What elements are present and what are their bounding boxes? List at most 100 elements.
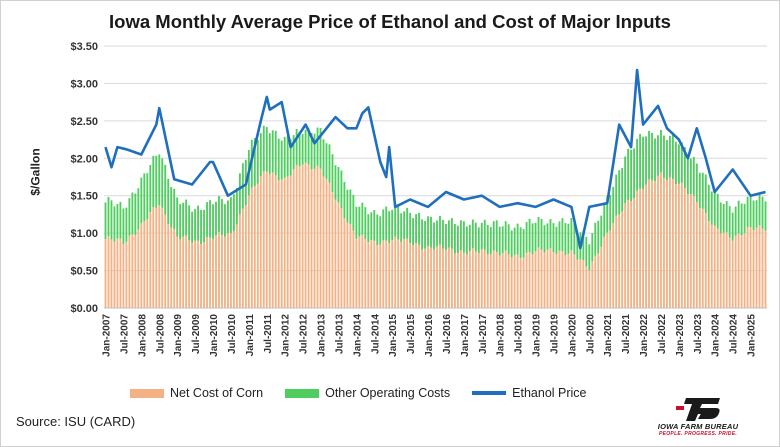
bar-other-operating-costs [125, 207, 128, 242]
chart-legend: Net Cost of Corn Other Operating Costs E… [130, 383, 609, 403]
bar-other-operating-costs [573, 221, 576, 255]
bar-net-cost-of-corn [663, 178, 665, 308]
bar-other-operating-costs [549, 219, 552, 249]
bar-other-operating-costs [576, 230, 579, 260]
bar-net-cost-of-corn [728, 237, 731, 308]
bar-other-operating-costs [701, 172, 704, 209]
bar-net-cost-of-corn [289, 175, 292, 308]
bar-net-cost-of-corn [268, 174, 271, 308]
x-tick-label: Jan-2017 [460, 314, 471, 357]
bar-net-cost-of-corn [331, 192, 334, 308]
bar-net-cost-of-corn [146, 219, 149, 308]
legend-item-other: Other Operating Costs [285, 386, 450, 400]
bar-net-cost-of-corn [110, 239, 113, 308]
bar-net-cost-of-corn [513, 254, 516, 308]
bar-other-operating-costs [379, 216, 382, 245]
bar-net-cost-of-corn [352, 230, 355, 308]
bar-other-operating-costs [555, 226, 558, 254]
bar-net-cost-of-corn [215, 235, 217, 308]
bar-other-operating-costs [206, 202, 208, 238]
bar-net-cost-of-corn [385, 240, 388, 308]
bar-other-operating-costs [663, 135, 665, 179]
bar-other-operating-costs [131, 192, 134, 235]
bar-other-operating-costs [752, 200, 755, 231]
bar-net-cost-of-corn [304, 162, 307, 308]
bar-net-cost-of-corn [686, 194, 689, 308]
bar-other-operating-costs [391, 209, 394, 241]
bar-other-operating-costs [191, 211, 194, 243]
bar-other-operating-costs [188, 205, 191, 241]
bar-net-cost-of-corn [731, 240, 734, 308]
x-tick-label: Jan-2008 [137, 314, 148, 357]
bar-net-cost-of-corn [537, 247, 540, 308]
y-tick-label: $3.50 [70, 41, 98, 53]
bar-other-operating-costs [137, 188, 140, 230]
bar-net-cost-of-corn [427, 246, 429, 308]
y-tick-label: $3.00 [70, 78, 98, 90]
legend-item-corn: Net Cost of Corn [130, 386, 263, 400]
bar-other-operating-costs [397, 206, 400, 240]
bar-net-cost-of-corn [247, 195, 250, 308]
bar-other-operating-costs [427, 216, 429, 247]
farm-bureau-logo: IOWA FARM BUREAU PEOPLE. PROGRESS. PRIDE… [642, 396, 754, 438]
bar-net-cost-of-corn [334, 199, 337, 308]
bar-other-operating-costs [328, 144, 331, 183]
bar-net-cost-of-corn [755, 227, 758, 308]
bar-other-operating-costs [358, 206, 361, 237]
bar-other-operating-costs [176, 197, 179, 237]
bar-other-operating-costs [689, 158, 692, 195]
bar-net-cost-of-corn [227, 233, 229, 308]
bar-net-cost-of-corn [164, 214, 167, 308]
bar-other-operating-costs [221, 199, 223, 236]
bar-other-operating-costs [716, 193, 719, 229]
bar-other-operating-costs [343, 181, 346, 218]
bar-net-cost-of-corn [692, 195, 695, 308]
x-tick-label: Jan-2010 [209, 314, 220, 357]
bar-other-operating-costs [546, 223, 549, 250]
bar-net-cost-of-corn [477, 253, 480, 308]
bar-net-cost-of-corn [158, 205, 161, 308]
x-tick-label: Jul-2008 [155, 314, 166, 354]
x-tick-label: Jan-2023 [675, 314, 686, 357]
bar-net-cost-of-corn [645, 184, 647, 308]
bar-net-cost-of-corn [636, 190, 639, 308]
x-tick-label: Jan-2014 [352, 314, 363, 357]
bar-net-cost-of-corn [480, 249, 483, 308]
bar-other-operating-costs [671, 134, 674, 180]
legend-item-ethanol: Ethanol Price [472, 386, 587, 400]
bar-other-operating-costs [215, 201, 217, 236]
bar-other-operating-costs [669, 135, 671, 178]
bar-net-cost-of-corn [238, 214, 241, 308]
bar-net-cost-of-corn [495, 251, 498, 308]
bar-net-cost-of-corn [256, 183, 259, 308]
x-tick-label: Jan-2016 [424, 314, 435, 357]
bar-net-cost-of-corn [361, 234, 364, 308]
bar-other-operating-costs [209, 200, 211, 238]
bar-other-operating-costs [465, 226, 468, 255]
bar-net-cost-of-corn [319, 168, 322, 308]
bar-other-operating-costs [516, 223, 519, 255]
bar-net-cost-of-corn [209, 237, 211, 308]
bar-other-operating-costs [510, 230, 513, 258]
bar-net-cost-of-corn [188, 240, 191, 308]
bar-other-operating-costs [310, 133, 313, 170]
bar-other-operating-costs [313, 133, 316, 169]
legend-swatch-corn [130, 388, 164, 398]
bar-net-cost-of-corn [200, 243, 202, 308]
bar-net-cost-of-corn [322, 176, 325, 308]
bar-net-cost-of-corn [642, 189, 644, 308]
bar-net-cost-of-corn [161, 207, 164, 308]
bar-other-operating-costs [713, 191, 716, 226]
bar-net-cost-of-corn [232, 231, 235, 308]
bar-other-operating-costs [660, 129, 662, 173]
bar-net-cost-of-corn [140, 222, 143, 308]
bar-other-operating-costs [442, 219, 444, 249]
bar-net-cost-of-corn [244, 205, 247, 308]
bar-net-cost-of-corn [525, 252, 528, 308]
bar-other-operating-costs [621, 167, 624, 212]
bar-other-operating-costs [450, 218, 453, 249]
bar-other-operating-costs [633, 148, 636, 199]
bar-other-operating-costs [603, 203, 606, 237]
bar-other-operating-costs [430, 216, 432, 248]
bar-net-cost-of-corn [549, 248, 552, 308]
